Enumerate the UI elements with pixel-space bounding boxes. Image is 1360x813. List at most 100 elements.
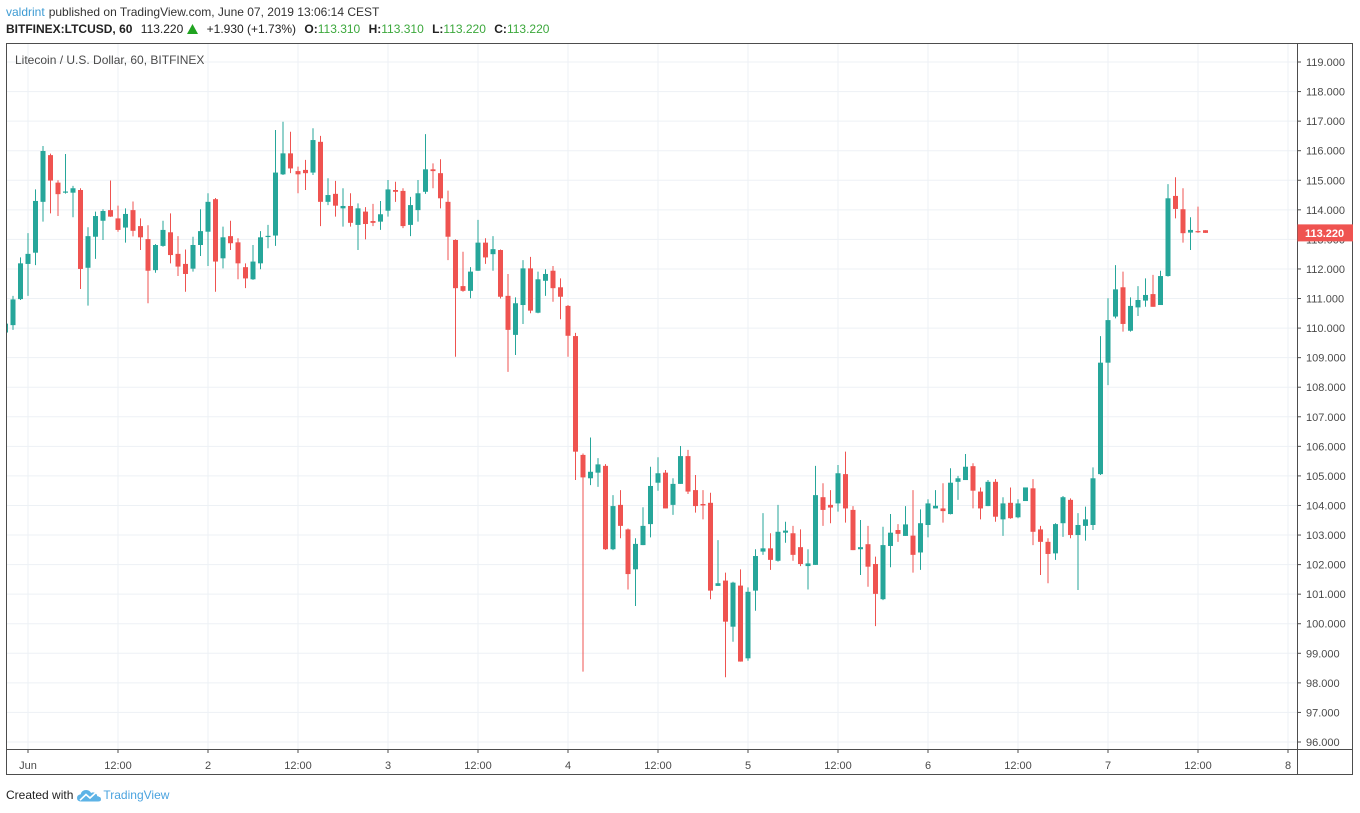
candle-body <box>745 591 751 659</box>
time-axis-label: 6 <box>925 760 931 772</box>
candle-bullish <box>190 236 196 272</box>
candle-body <box>933 505 938 509</box>
candle-body <box>130 210 136 231</box>
candle-bearish <box>363 207 368 240</box>
price-axis-label: 110.000 <box>1306 323 1345 335</box>
candle-body <box>955 478 961 482</box>
candle-body <box>355 208 361 225</box>
candle-bearish <box>550 265 556 302</box>
candle-bullish <box>1053 523 1058 560</box>
candle-body <box>633 543 638 570</box>
candle-body <box>588 471 593 479</box>
candle-body <box>625 529 631 575</box>
time-axis-labels: Jun 12:00 2 12:00 3 12:00 4 12:00 5 12:00 6 12:00 7 1… <box>19 749 1291 772</box>
ohlc-high-value: 113.310 <box>381 22 424 36</box>
candle-bullish <box>670 478 676 515</box>
candle-body <box>1150 294 1156 307</box>
candle-body <box>820 497 826 510</box>
candle-bullish <box>745 587 751 661</box>
price-axis-label: 100.000 <box>1306 619 1346 631</box>
candle-body <box>288 153 293 169</box>
candle-bearish <box>55 180 61 217</box>
candle-bullish <box>1098 336 1103 476</box>
candle-bearish <box>1120 271 1126 332</box>
candle-bullish <box>903 506 908 536</box>
candle-bullish <box>880 526 886 601</box>
candle-bullish <box>160 220 166 247</box>
candle-body <box>775 531 781 561</box>
candle-bullish <box>468 267 473 299</box>
candle-body <box>445 201 451 237</box>
candle-body <box>78 190 83 269</box>
candle-body <box>1165 198 1171 277</box>
chart-frame <box>6 43 1353 775</box>
candle-bullish <box>1083 506 1088 541</box>
candle-body <box>670 483 676 505</box>
candle-body <box>655 473 661 483</box>
candle-body <box>340 205 346 209</box>
price-axis-label: 117.000 <box>1306 116 1345 128</box>
candle-bearish <box>333 180 338 217</box>
time-axis-label: 12:00 <box>824 760 852 772</box>
candle-bullish <box>85 227 91 306</box>
candle-body <box>205 201 211 232</box>
ohlc-close-label: C: <box>494 22 507 36</box>
candle-bullish <box>100 209 106 240</box>
candle-body <box>1143 294 1148 301</box>
candle-body <box>183 263 188 274</box>
symbol-info-bar: BITFINEX:LTCUSD, 60 113.220 +1.930 (+1.7… <box>6 22 549 36</box>
candle-bearish <box>558 278 563 320</box>
candle-body <box>895 530 901 534</box>
candle-bearish <box>693 475 698 513</box>
candle-body <box>1023 487 1028 502</box>
candle-bullish <box>18 257 23 300</box>
candle-bearish <box>348 193 353 227</box>
candle-bearish <box>873 556 878 627</box>
time-axis-label: 7 <box>1105 760 1111 772</box>
candle-bullish <box>655 457 661 491</box>
candle-bearish <box>175 236 181 277</box>
candle-body <box>963 466 968 481</box>
candle-bullish <box>588 437 593 486</box>
candle-bullish <box>640 507 646 546</box>
tradingview-link[interactable]: TradingView <box>103 788 170 802</box>
last-price-tag-label: 113.220 <box>1305 228 1344 240</box>
candle-bullish <box>258 231 263 270</box>
candle-body <box>460 286 466 291</box>
time-axis-label: Jun <box>19 760 37 772</box>
time-axis-label: 5 <box>745 760 751 772</box>
time-axis-label: 12:00 <box>644 760 672 772</box>
candle-body <box>1113 289 1118 317</box>
candle-body <box>873 564 878 594</box>
author-link[interactable]: valdrint <box>6 5 45 19</box>
footer-credit: Created with TradingView <box>6 788 169 802</box>
price-axis-label: 114.000 <box>1306 205 1345 217</box>
candle-bullish <box>1075 513 1081 591</box>
candle-body <box>565 305 571 336</box>
candle-bullish <box>543 269 548 296</box>
candle-body <box>685 456 691 492</box>
candle-body <box>318 141 323 202</box>
candle-bearish <box>115 205 121 232</box>
ohlc-open-label: O: <box>304 22 318 36</box>
candle-body <box>85 236 91 268</box>
plot-area[interactable] <box>7 44 1297 749</box>
candle-body <box>10 299 16 326</box>
candle-bullish <box>325 178 331 206</box>
candle-bullish <box>858 519 863 575</box>
candle-body <box>1053 524 1058 554</box>
candle-bullish <box>918 509 923 570</box>
candle-bearish <box>573 332 578 481</box>
time-axis-label: 12:00 <box>284 760 312 772</box>
candle-bearish <box>895 524 901 542</box>
candle-body <box>280 153 286 175</box>
candle-bullish <box>70 185 76 218</box>
price-axis-label: 98.000 <box>1306 678 1340 690</box>
candle-body <box>250 261 256 280</box>
candle-bearish <box>168 213 173 264</box>
candle-body <box>70 188 76 193</box>
candle-bullish <box>1165 184 1171 277</box>
candle-body <box>910 535 916 555</box>
